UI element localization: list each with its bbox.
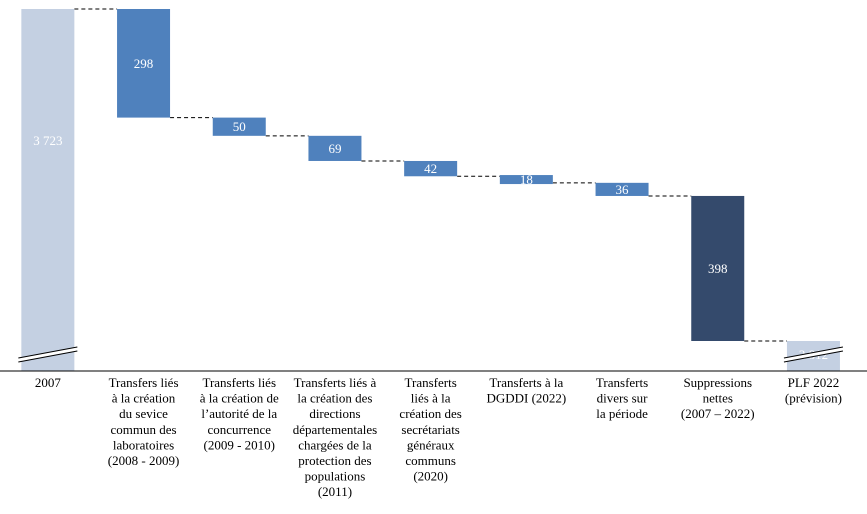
category-label-line: PLF 2022: [788, 375, 840, 390]
data-label: 42: [424, 161, 437, 176]
total-bar: [21, 9, 75, 371]
delta-bar: [308, 135, 362, 161]
axis-break-mark: [18, 346, 78, 359]
data-label: 18: [520, 172, 533, 187]
category-label: Transferts à la DGDDI (2022): [486, 375, 566, 406]
delta-bar: [595, 182, 649, 196]
category-label-line: 2007: [35, 375, 62, 390]
data-label: 298: [134, 56, 154, 71]
category-label-line: populations: [305, 469, 366, 484]
data-label: 50: [233, 119, 246, 134]
category-label-line: la période: [596, 406, 648, 421]
category-label-line: commun des: [111, 422, 177, 437]
category-label: Transferts liés à la création des secrétari…: [399, 375, 461, 484]
category-label-line: (2009 - 2010): [204, 437, 276, 452]
data-label: 398: [708, 261, 728, 276]
axis-break-mark: [783, 346, 844, 359]
category-label-line: Transferts à la: [489, 375, 563, 390]
category-label-line: à la création: [112, 391, 176, 406]
category-label-line: secrétariats: [401, 422, 459, 437]
category-label: Transferts liés à la création des directio…: [293, 375, 377, 499]
category-label: Transferts divers sur la période: [596, 375, 648, 421]
category-label-line: DGDDI (2022): [486, 391, 566, 406]
axis-break-mark: [18, 350, 78, 363]
delta-bar: [212, 117, 266, 136]
category-label-line: à la création de: [200, 391, 279, 406]
category-label: PLF 2022 (prévision): [785, 375, 842, 406]
category-label-line: nettes: [703, 391, 733, 406]
category-label: Transferts liés à la création de l’autorit…: [200, 375, 279, 452]
category-label-line: directions: [309, 406, 360, 421]
category-label-line: (2020): [413, 469, 448, 484]
category-label: Suppressions nettes (2007 – 2022): [681, 375, 755, 421]
delta-bar: [117, 9, 171, 118]
category-label-line: généraux: [407, 437, 455, 452]
category-label-line: Transferts liés: [202, 375, 276, 390]
axis-break-gap: [783, 347, 843, 362]
data-label: 3 723: [33, 133, 62, 148]
category-label-line: chargées de la: [298, 437, 372, 452]
category-label-line: Transferts: [596, 375, 648, 390]
category-label-line: du sevice: [119, 406, 168, 421]
category-label: 2007: [35, 375, 62, 390]
category-label-line: communs: [405, 453, 456, 468]
category-label-line: l’autorité de la: [201, 406, 277, 421]
category-label-line: départementales: [293, 422, 377, 437]
category-label-line: Transferts: [405, 375, 457, 390]
axis-break-mark: [783, 350, 844, 363]
category-label-line: protection des: [298, 453, 371, 468]
category-label: Transfers liés à la création du sevice comm…: [108, 375, 180, 468]
delta-bar: [404, 160, 458, 177]
category-label-line: (2007 – 2022): [681, 406, 755, 421]
data-label: 69: [328, 141, 341, 156]
category-label-line: liés à la: [411, 391, 451, 406]
category-label-line: (prévision): [785, 391, 842, 406]
category-label-line: concurrence: [207, 422, 271, 437]
category-label-line: la création des: [297, 391, 372, 406]
category-label-line: (2011): [318, 484, 352, 499]
category-label-line: création des: [399, 406, 461, 421]
category-label-line: laboratoires: [113, 437, 174, 452]
category-label-line: (2008 - 2009): [108, 453, 180, 468]
delta-bar: [691, 195, 745, 341]
delta-bar: [499, 175, 553, 185]
category-label-line: Transferts liés à: [294, 375, 377, 390]
category-label-line: Transfers liés: [109, 375, 179, 390]
axis-break-gap: [18, 347, 78, 362]
data-label: 36: [616, 182, 630, 197]
category-label-line: Suppressions: [683, 375, 752, 390]
category-label-line: divers sur: [597, 391, 649, 406]
